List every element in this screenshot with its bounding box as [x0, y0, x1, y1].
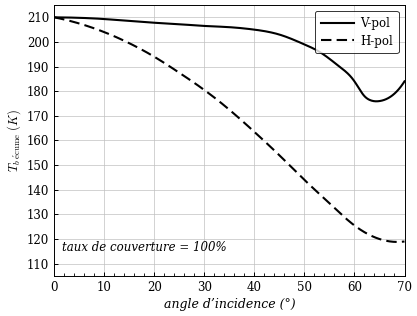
- H-pol: [394, 240, 399, 244]
- H-pol: [218, 100, 223, 104]
- V-pol: [52, 15, 57, 19]
- Y-axis label: $T_{b\ \mathrm{\acute{e}cume}}\ (K)$: $T_{b\ \mathrm{\acute{e}cume}}\ (K)$: [5, 109, 23, 172]
- V-pol: [220, 25, 225, 29]
- V-pol: [339, 66, 344, 70]
- Legend: V-pol, H-pol: V-pol, H-pol: [315, 11, 399, 53]
- V-pol: [260, 29, 265, 33]
- V-pol: [241, 27, 246, 30]
- V-pol: [394, 89, 399, 93]
- H-pol: [339, 212, 344, 216]
- V-pol: [218, 25, 223, 28]
- Line: V-pol: V-pol: [54, 17, 404, 101]
- Text: taux de couverture = 100%: taux de couverture = 100%: [62, 241, 226, 254]
- H-pol: [395, 240, 400, 244]
- H-pol: [220, 102, 225, 106]
- Line: H-pol: H-pol: [54, 17, 404, 242]
- H-pol: [402, 240, 407, 243]
- V-pol: [374, 100, 379, 103]
- H-pol: [260, 137, 265, 141]
- H-pol: [241, 120, 246, 124]
- X-axis label: angle d’incidence (°): angle d’incidence (°): [163, 298, 295, 311]
- V-pol: [402, 79, 407, 83]
- H-pol: [52, 15, 57, 19]
